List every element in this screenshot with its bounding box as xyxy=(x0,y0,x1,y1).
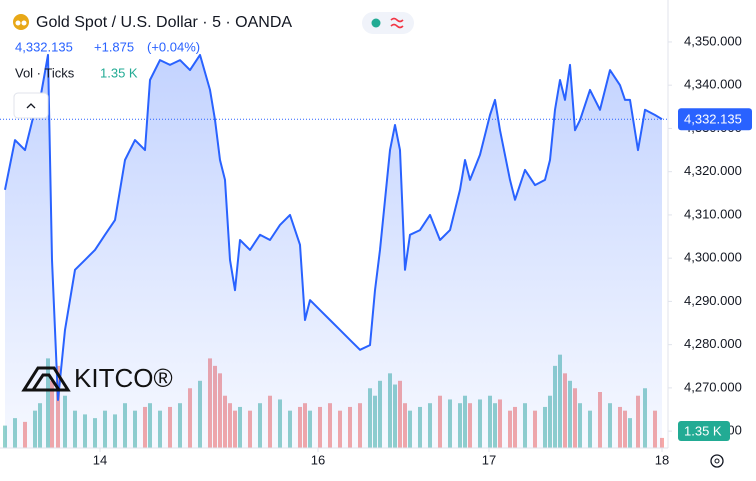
last-price: 4,332.135 xyxy=(15,39,73,54)
area-layer xyxy=(5,54,662,449)
symbol-icon xyxy=(13,14,29,30)
price-line xyxy=(4,53,663,401)
collapse-icon xyxy=(26,103,36,109)
x-tick-label: 16 xyxy=(311,452,325,467)
x-tick-label: 14 xyxy=(93,452,107,467)
settings-icon-part xyxy=(714,458,720,464)
y-tick-label: 4,340.000 xyxy=(684,77,742,92)
y-tick-label: 4,290.000 xyxy=(684,293,742,308)
y-tick-label: 4,270.000 xyxy=(684,379,742,394)
volume-name: Vol · Ticks xyxy=(15,65,75,80)
y-tick-label: 4,280.000 xyxy=(684,336,742,351)
volume-badge-label: 1.35 K xyxy=(684,423,722,438)
x-tick-label: 17 xyxy=(482,452,496,467)
last-price-label: 4,332.135 xyxy=(684,112,742,127)
status-pill[interactable] xyxy=(362,12,414,34)
foreground: 4,260.0004,270.0004,280.0004,290.0004,30… xyxy=(0,33,752,467)
logo-icon xyxy=(21,366,71,392)
y-tick-label: 4,300.000 xyxy=(684,250,742,265)
status-icon xyxy=(390,17,404,29)
y-tick-label: 4,320.000 xyxy=(684,163,742,178)
chart-title: Gold Spot / U.S. Dollar · 5 · OANDA xyxy=(36,14,292,31)
y-tick-label: 4,350.000 xyxy=(684,33,742,48)
volume-last: 1.35 K xyxy=(100,65,138,80)
settings-icon[interactable] xyxy=(710,454,724,468)
symbol-icon-part xyxy=(15,20,21,26)
change: +1.875 xyxy=(94,39,134,54)
y-tick-label: 4,310.000 xyxy=(684,206,742,221)
price-area xyxy=(5,54,662,449)
symbol-icon-part xyxy=(21,20,27,26)
last-price-badge xyxy=(678,108,752,131)
volume-badge xyxy=(678,421,730,441)
x-tick-label: 18 xyxy=(655,452,669,467)
watermark: KITCO® xyxy=(74,363,173,393)
status-dot xyxy=(371,18,381,28)
change-pct: (+0.04%) xyxy=(147,39,200,54)
collapse-button[interactable] xyxy=(13,92,49,119)
